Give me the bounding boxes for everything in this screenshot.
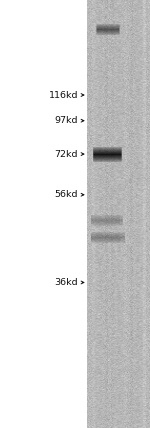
Text: 56kd: 56kd [54,190,78,199]
Text: 116kd: 116kd [48,90,78,100]
Text: 72kd: 72kd [54,149,78,159]
Text: WWW.TTGAB.COM: WWW.TTGAB.COM [120,184,126,244]
Text: 97kd: 97kd [54,116,78,125]
Text: 36kd: 36kd [54,278,78,287]
